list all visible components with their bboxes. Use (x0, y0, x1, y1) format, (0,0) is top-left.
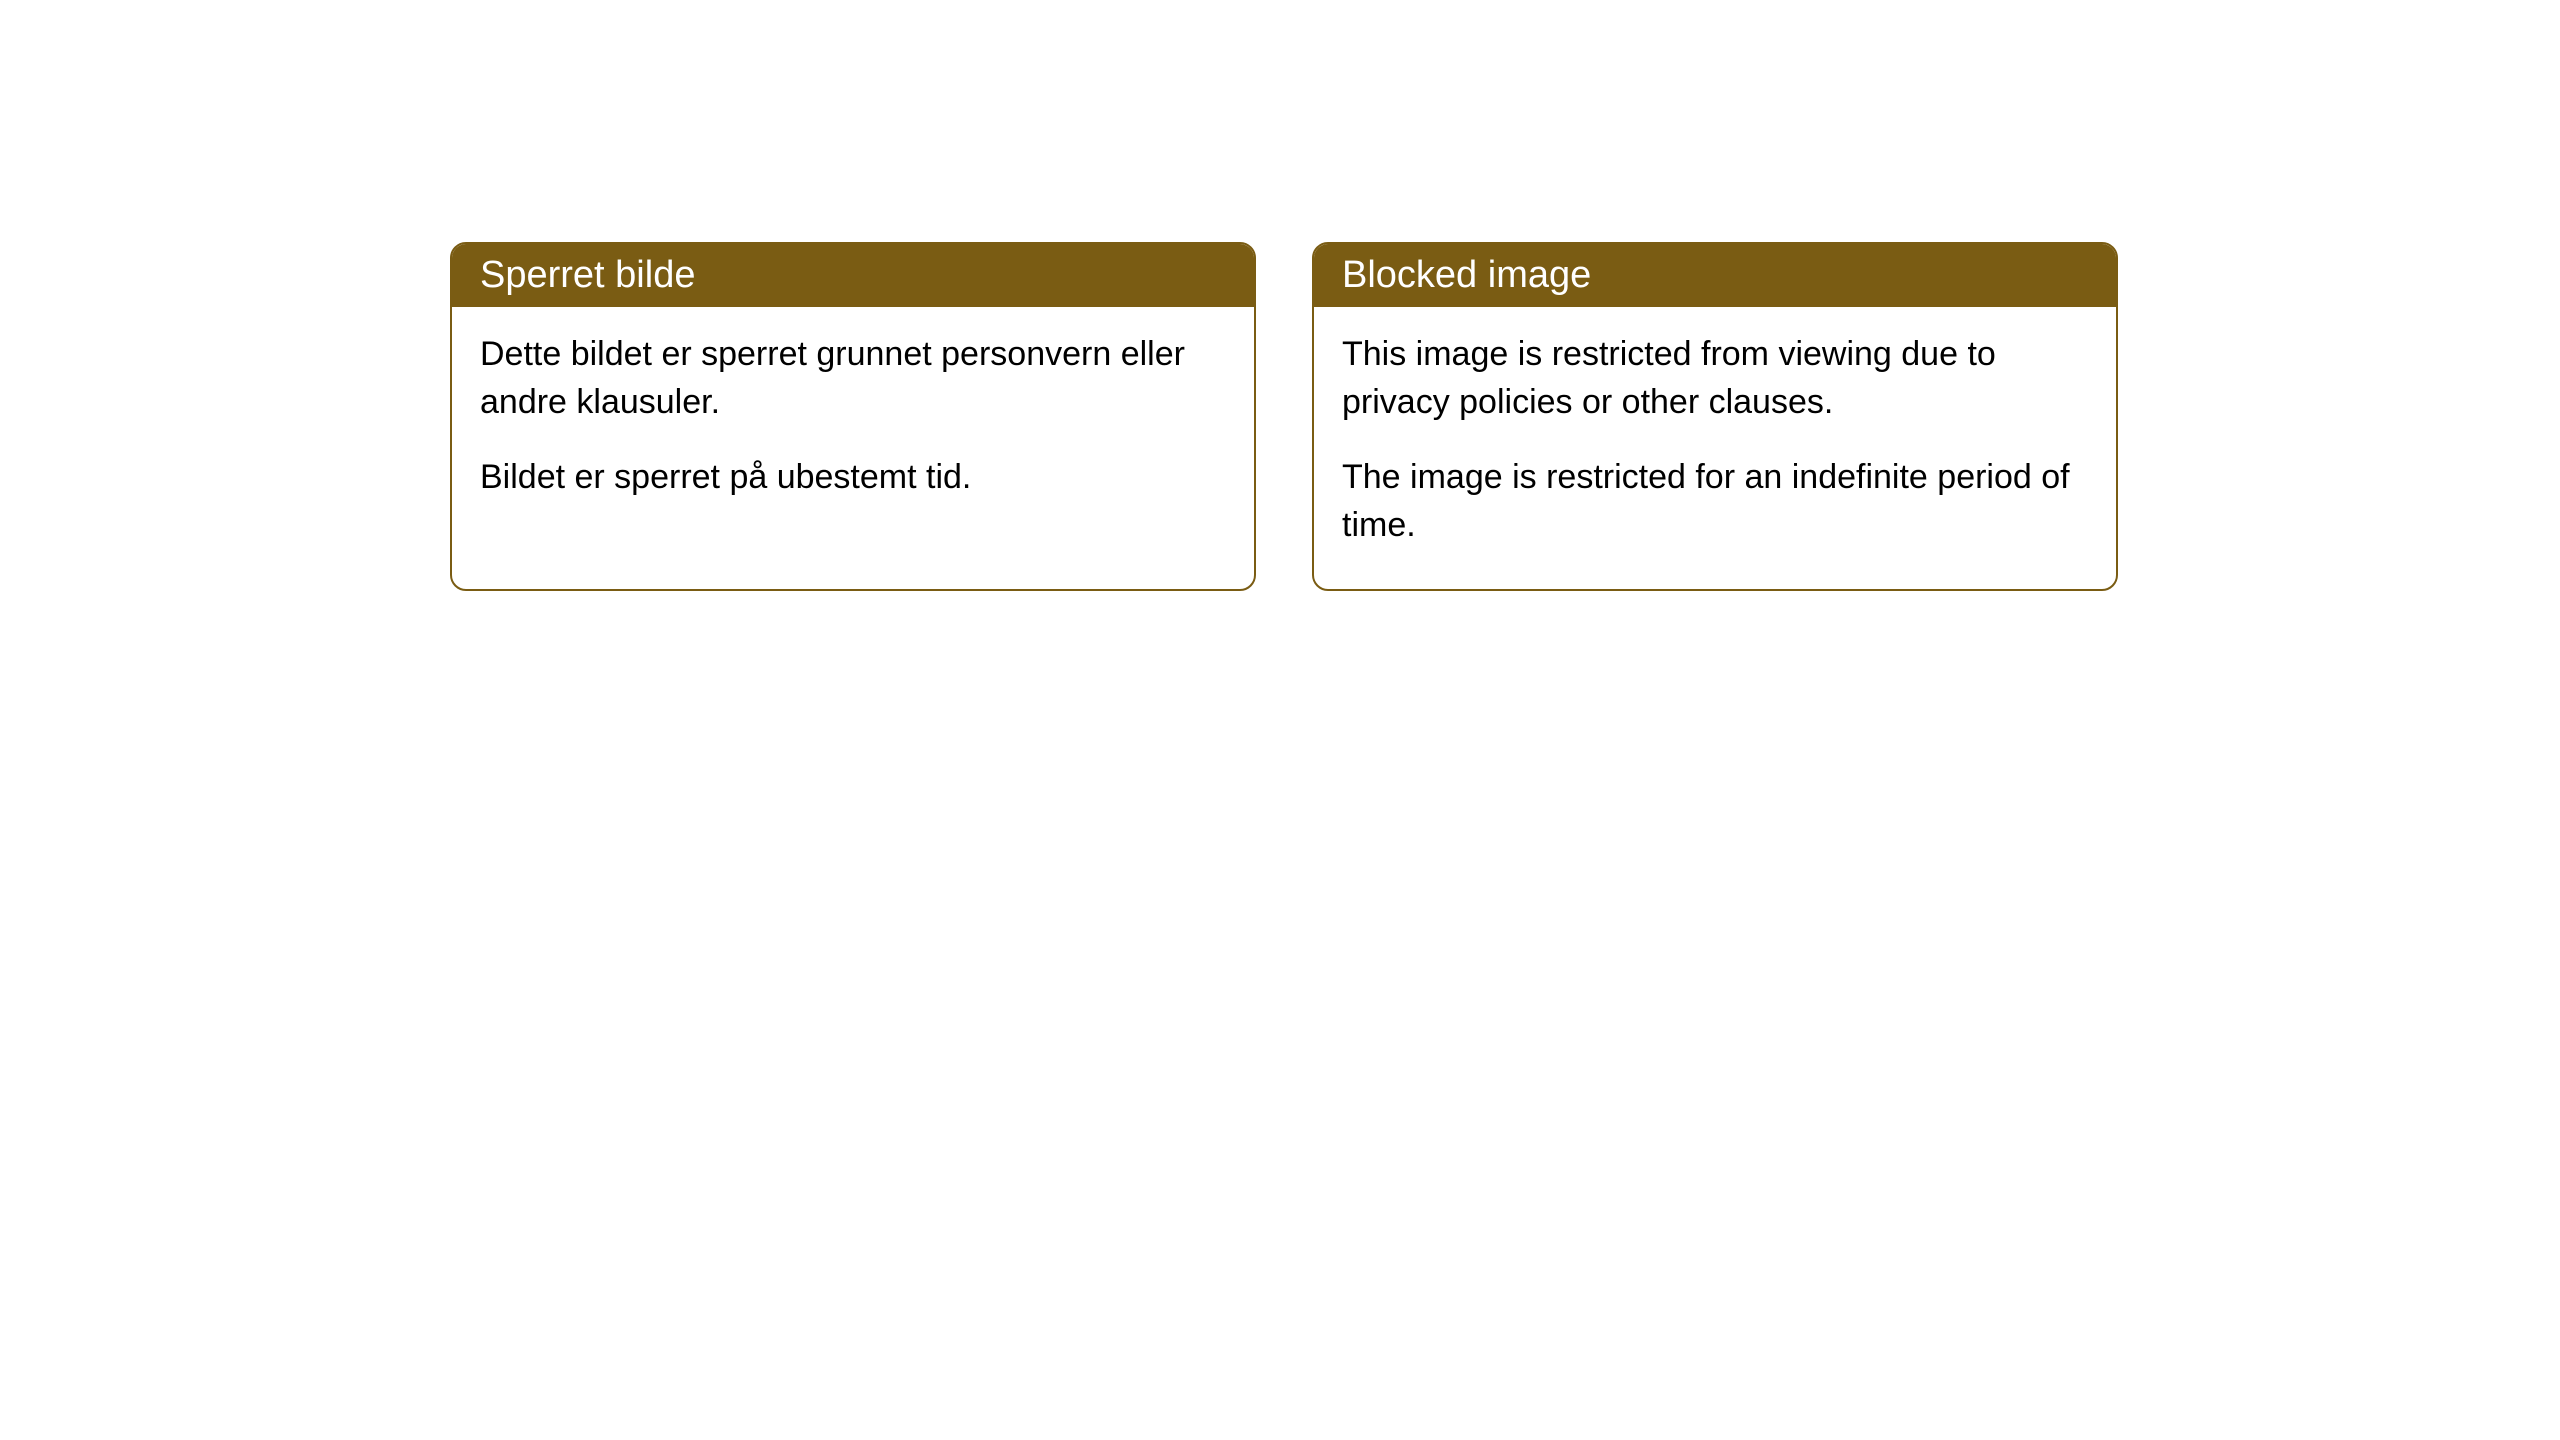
card-paragraph1-norwegian: Dette bildet er sperret grunnet personve… (480, 331, 1226, 426)
card-paragraph1-english: This image is restricted from viewing du… (1342, 331, 2088, 426)
notice-container: Sperret bilde Dette bildet er sperret gr… (0, 0, 2560, 591)
card-body-english: This image is restricted from viewing du… (1314, 307, 2116, 589)
card-header-norwegian: Sperret bilde (452, 244, 1254, 307)
blocked-image-card-norwegian: Sperret bilde Dette bildet er sperret gr… (450, 242, 1256, 591)
card-header-english: Blocked image (1314, 244, 2116, 307)
card-title-norwegian: Sperret bilde (480, 254, 695, 296)
card-body-norwegian: Dette bildet er sperret grunnet personve… (452, 307, 1254, 542)
card-paragraph2-norwegian: Bildet er sperret på ubestemt tid. (480, 454, 1226, 502)
blocked-image-card-english: Blocked image This image is restricted f… (1312, 242, 2118, 591)
card-title-english: Blocked image (1342, 254, 1591, 296)
card-paragraph2-english: The image is restricted for an indefinit… (1342, 454, 2088, 549)
